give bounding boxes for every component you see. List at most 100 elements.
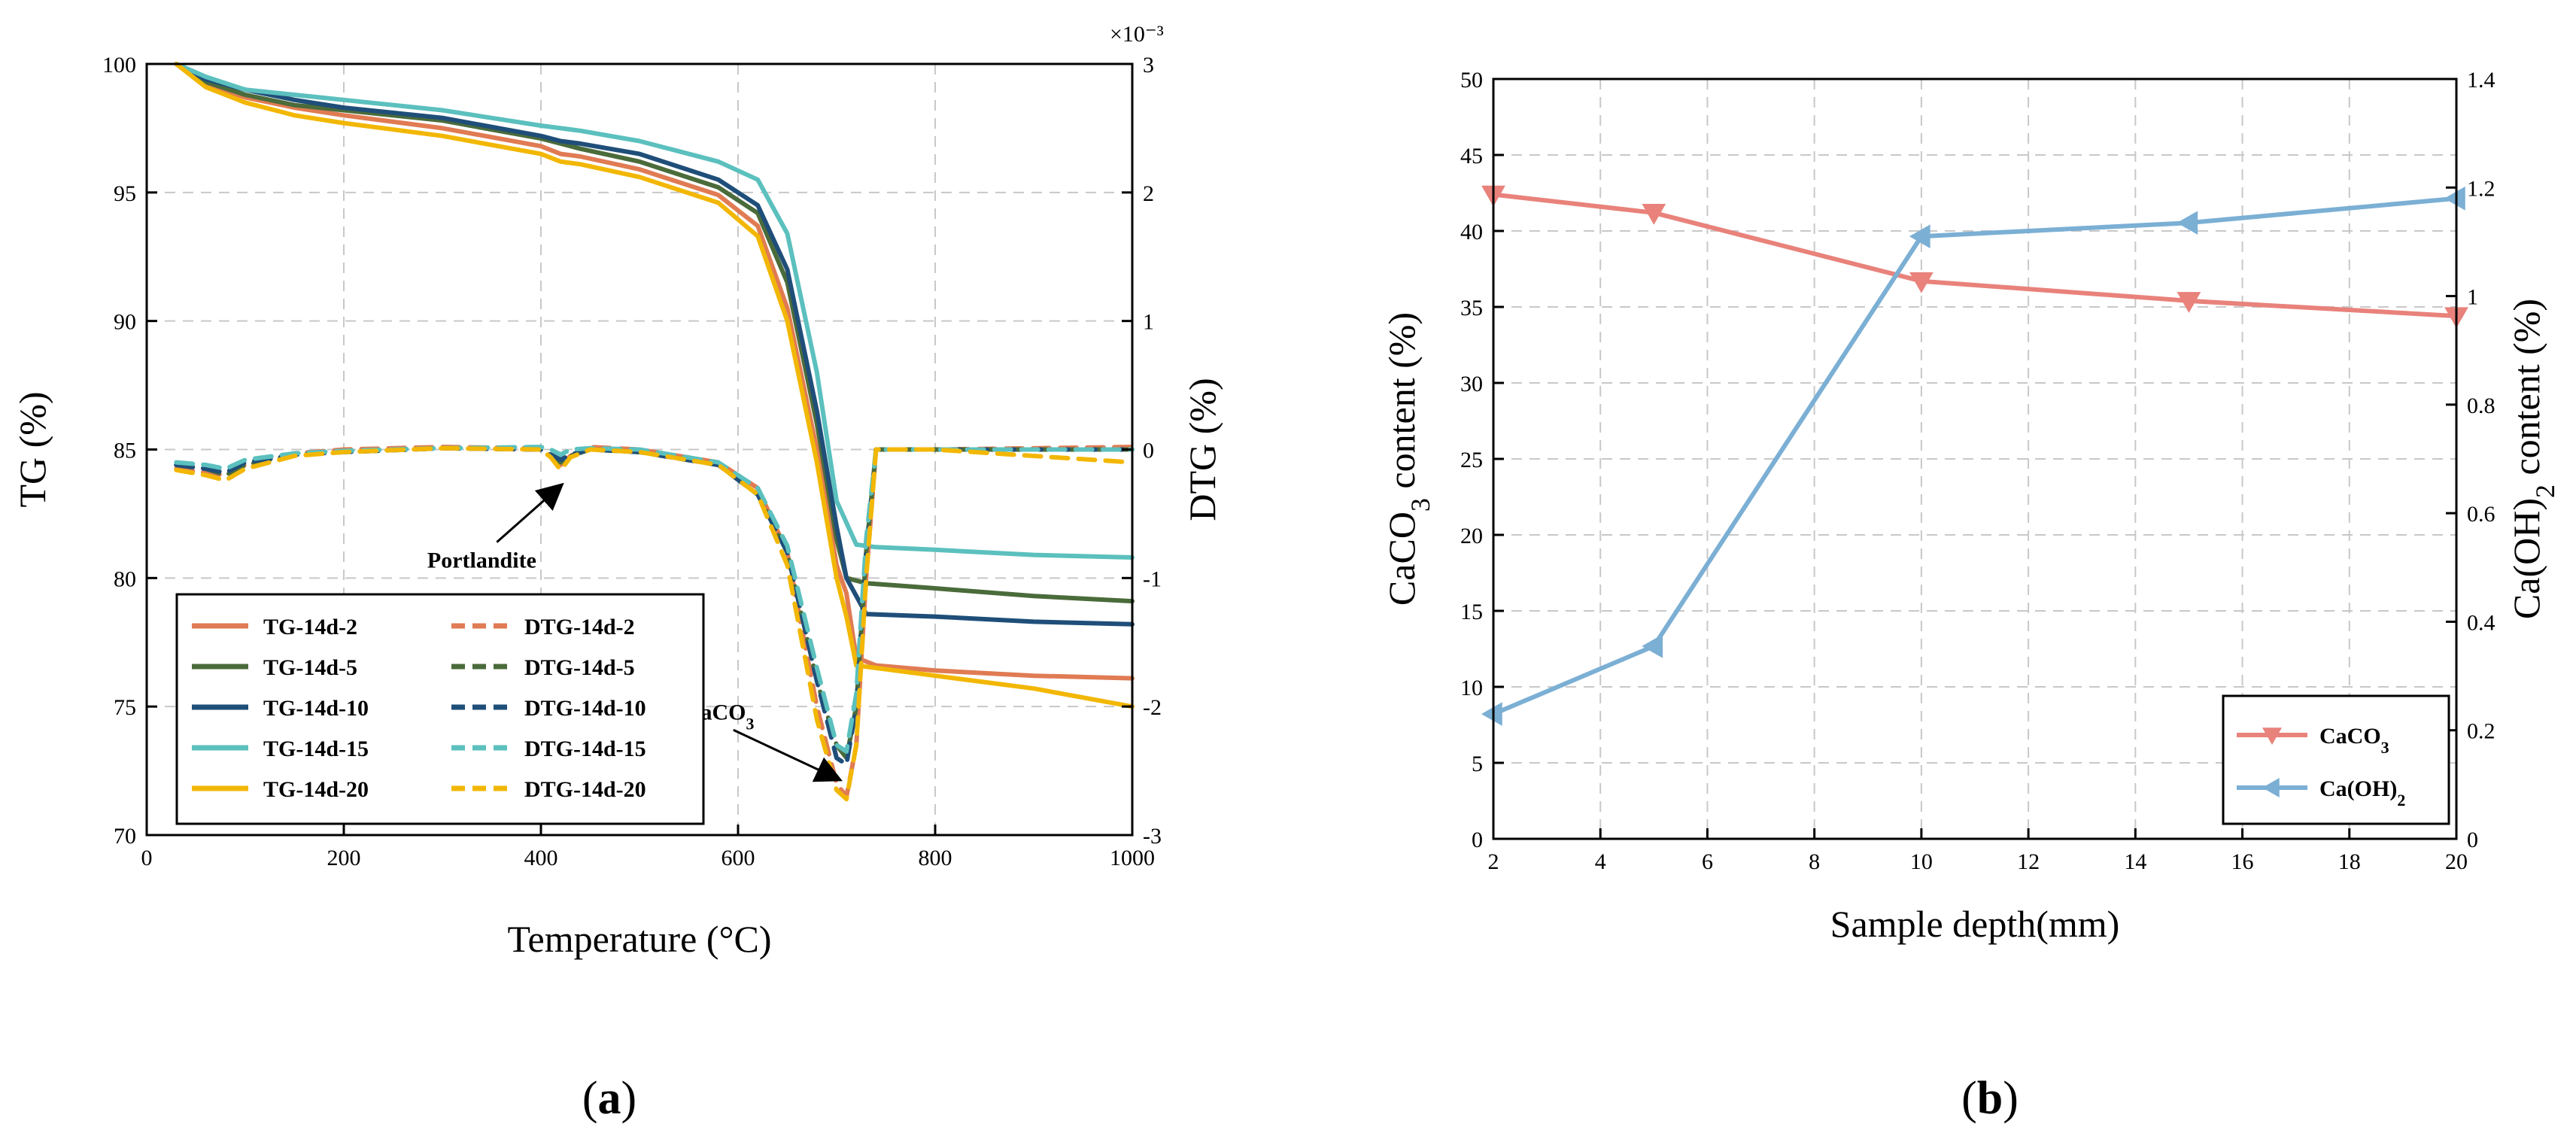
- panel-b-x-tick-label: 16: [2231, 849, 2254, 874]
- panel-b-right-axis-title: Ca(OH)2 content (%): [2505, 299, 2560, 619]
- panel-a-left-tick-label: 70: [114, 824, 136, 849]
- panel-a-legend-label: TG-14d-10: [263, 696, 369, 721]
- panel-a-left-tick-label: 80: [114, 566, 136, 591]
- panel-a-series-tg-14d-2: [174, 62, 1135, 681]
- panel-a-ticks: 0 200 400 600 800 1000 70 75 80 85 90 95 100 -3 -2 -1 0 1…: [102, 53, 1162, 870]
- panel-a-x-axis-title: Temperature (°C): [507, 918, 771, 960]
- panel-b-point-caco3: [2177, 292, 2201, 313]
- panel-b-x-axis-title: Sample depth(mm): [1830, 903, 2120, 945]
- panel-b-chart: 2 4 6 8 10 12 14 16 18 200510152025303540455000.2…: [1381, 68, 2560, 945]
- panel-a-right-tick-label: -3: [1143, 824, 1162, 849]
- panel-a-legend-label: DTG-14d-5: [524, 655, 635, 680]
- panel-b-right-tick-label: 0.8: [2467, 393, 2496, 418]
- panel-b-left-tick-label: 35: [1460, 296, 1483, 320]
- panel-a-left-tick-label: 85: [114, 439, 136, 463]
- panel-b-left-tick-label: 30: [1460, 372, 1483, 396]
- panel-a-left-tick-label: 75: [114, 695, 136, 720]
- panel-b-right-tick-label: 1: [2467, 285, 2478, 310]
- panel-a-legend: TG-14d-2 TG-14d-5 TG-14d-10 TG-14d-15 TG-14d…: [175, 593, 705, 825]
- panel-b-right-tick-label: 0.4: [2467, 610, 2496, 635]
- panel-b-axis-titles: CaCO3 content (%) Ca(OH)2 content (%): [1381, 299, 2560, 619]
- panel-a-x-tick-label: 0: [141, 846, 153, 870]
- panel-b-left-tick-label: 40: [1460, 220, 1483, 245]
- panel-b-caption: (b): [1961, 1073, 2019, 1124]
- panel-a-left-tick-label: 100: [102, 53, 136, 77]
- panel-b-x-tick-label: 6: [1702, 849, 1713, 874]
- panel-b-x-tick-label: 10: [1910, 849, 1933, 874]
- panel-a-series-tg-14d-10: [174, 62, 1135, 627]
- panel-b-left-tick-label: 0: [1472, 828, 1483, 852]
- panel-a-left-tick-label: 90: [114, 310, 136, 335]
- panel-b-x-tick-label: 14: [2124, 849, 2146, 874]
- panel-a-x-tick-label: 1000: [1110, 846, 1155, 870]
- panel-a-x-tick-label: 600: [721, 846, 755, 870]
- panel-a-annotation-portlandite: Portlandite: [427, 548, 536, 573]
- panel-b-x-tick-label: 20: [2445, 849, 2468, 874]
- panel-b-x-tick-label: 12: [2017, 849, 2040, 874]
- panel-b-left-tick-label: 45: [1460, 144, 1483, 169]
- panel-a-series-tg-14d-15: [174, 62, 1135, 560]
- panel-a-series: [174, 62, 1135, 802]
- panel-a-left-tick-label: 95: [114, 181, 136, 206]
- panel-a-annotation-arrow: [733, 728, 843, 782]
- panel-b-x-tick-label: 18: [2338, 849, 2361, 874]
- panel-b-legend-marker: [2262, 727, 2282, 745]
- panel-b-point-caoh2: [1642, 634, 1663, 658]
- panel-a-right-tick-label: 3: [1143, 53, 1154, 77]
- panel-b-legend: CaCO3 Ca(OH)2: [2222, 694, 2450, 825]
- panel-b-left-tick-label: 50: [1460, 68, 1483, 93]
- panel-a-x-tick-label: 800: [919, 846, 952, 870]
- panel-a-caption: (a): [582, 1073, 636, 1124]
- panel-b-left-tick-label: 25: [1460, 448, 1483, 472]
- panel-b-right-tick-label: 0: [2467, 828, 2478, 852]
- panel-b-legend-label: CaCO3: [2319, 724, 2389, 757]
- panel-b-point-caoh2: [1481, 702, 1502, 726]
- panel-b-left-tick-label: 5: [1472, 752, 1483, 776]
- panel-b-legend-label: Ca(OH)2: [2319, 776, 2405, 809]
- panel-b-left-tick-label: 15: [1460, 600, 1483, 624]
- panel-a-legend-label: DTG-14d-2: [524, 615, 635, 639]
- panel-b-ticks: 2 4 6 8 10 12 14 16 18 200510152025303540455000.2…: [1460, 68, 2496, 874]
- panel-a-left-axis-title: TG (%): [11, 391, 53, 507]
- panel-a-series-dtg-14d-15: [174, 445, 1135, 754]
- panel-a-x-tick-label: 400: [524, 846, 558, 870]
- panel-b-left-tick-label: 20: [1460, 524, 1483, 548]
- panel-a-legend-label: TG-14d-20: [263, 777, 369, 802]
- panel-b-right-tick-label: 0.2: [2467, 719, 2496, 744]
- panel-a-right-axis-exponent: ×10⁻³: [1110, 22, 1164, 47]
- panel-a-right-tick-label: -1: [1143, 566, 1162, 591]
- panel-b-series: [1481, 185, 2468, 726]
- panel-b-right-tick-label: 0.6: [2467, 502, 2496, 527]
- panel-b-point-caoh2: [2444, 186, 2465, 211]
- panel-b-x-tick-label: 4: [1595, 849, 1606, 874]
- panel-b-point-caoh2: [1909, 224, 1930, 249]
- panel-b-legend-marker: [2262, 778, 2280, 797]
- panel-a-chart: 0 200 400 600 800 1000 70 75 80 85 90 95 100 -3 -2 -1 0 1…: [11, 22, 1223, 960]
- panel-a-legend-label: TG-14d-2: [263, 615, 357, 639]
- panel-b-left-axis-title: CaCO3 content (%): [1381, 312, 1435, 606]
- panel-a-right-tick-label: -2: [1143, 695, 1162, 720]
- panel-a-series-tg-14d-20: [174, 62, 1135, 709]
- panel-a-legend-label: TG-14d-15: [263, 737, 369, 761]
- panel-a-right-tick-label: 2: [1143, 181, 1154, 206]
- panel-b-x-tick-label: 2: [1488, 849, 1499, 874]
- panel-a-legend-label: DTG-14d-10: [524, 696, 646, 721]
- panel-a-right-tick-label: 0: [1143, 439, 1154, 463]
- panel-b-right-tick-label: 1.2: [2467, 176, 2496, 201]
- panel-a-x-tick-label: 200: [327, 846, 361, 870]
- panel-a-series-dtg-14d-20: [174, 445, 1135, 802]
- panel-b-point-caco3: [1642, 204, 1666, 225]
- panel-b-right-tick-label: 1.4: [2467, 68, 2496, 93]
- panel-b-left-tick-label: 10: [1460, 676, 1483, 700]
- panel-a-annotation-arrow: [496, 482, 564, 543]
- panel-a-right-axis-title: DTG (%): [1181, 378, 1223, 521]
- panel-a-legend-label: DTG-14d-20: [524, 777, 646, 802]
- panel-a-right-tick-label: 1: [1143, 310, 1154, 335]
- panel-b-point-caoh2: [2177, 211, 2198, 235]
- panel-b-x-tick-label: 8: [1809, 849, 1820, 874]
- panel-a-legend-box: [175, 593, 705, 825]
- panel-b-point-caco3: [1909, 272, 1934, 293]
- panel-b-legend-box: [2222, 694, 2450, 825]
- panel-a-legend-label: DTG-14d-15: [524, 737, 646, 761]
